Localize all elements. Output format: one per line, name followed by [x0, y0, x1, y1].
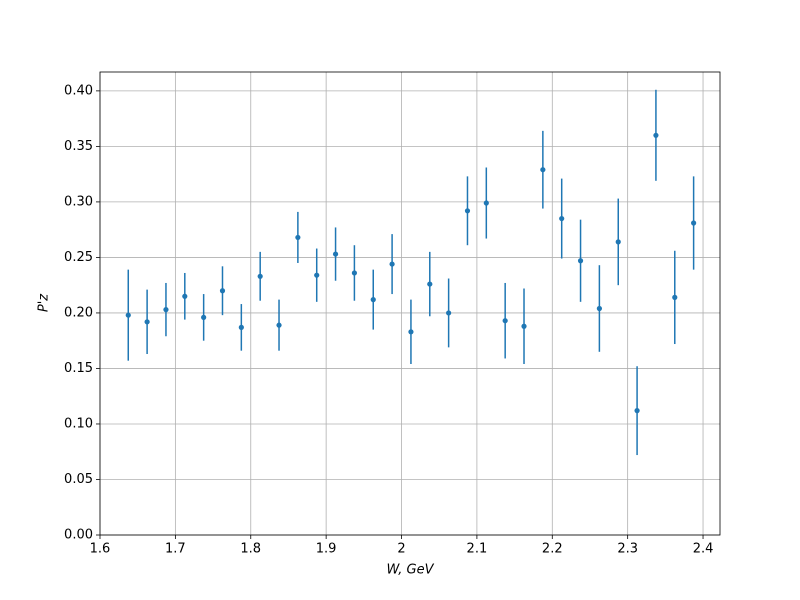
x-tick-label: 2.3 [617, 542, 638, 557]
y-tick-label: 0.25 [64, 250, 93, 265]
data-point [446, 310, 452, 316]
data-point [238, 324, 244, 330]
y-tick-label: 0.15 [64, 361, 93, 376]
y-axis-label: P'z [37, 293, 52, 312]
data-point [163, 307, 169, 313]
x-tick-label: 1.8 [240, 542, 261, 557]
y-tick-label: 0.30 [64, 194, 93, 209]
y-tick-label: 0.20 [64, 305, 93, 320]
x-tick-label: 2.4 [693, 542, 714, 557]
x-axis-label: W, GeV [386, 563, 434, 578]
data-point [295, 234, 301, 241]
data-point [672, 294, 678, 300]
data-point [125, 312, 131, 318]
x-tick-label: 1.6 [90, 542, 111, 557]
data-point [540, 167, 546, 173]
data-point [257, 273, 263, 279]
data-point [691, 220, 697, 226]
data-point [502, 318, 508, 324]
data-point [332, 251, 339, 257]
data-point [653, 132, 659, 138]
data-point [201, 314, 207, 320]
data-point [483, 200, 489, 206]
data-point [577, 258, 584, 264]
data-point [389, 261, 395, 267]
data-point [559, 215, 565, 222]
data-point [634, 408, 640, 414]
data-point [464, 208, 471, 214]
data-point [596, 305, 602, 312]
data-point [351, 270, 358, 276]
data-point [408, 329, 414, 335]
plot-frame [99, 71, 721, 536]
x-tick-label: 1.7 [165, 542, 186, 557]
x-tick-label: 1.9 [316, 542, 337, 557]
data-point [314, 272, 320, 278]
data-point [615, 239, 621, 245]
y-tick-label: 0.40 [64, 83, 93, 98]
data-point [427, 281, 433, 287]
y-tick-label: 0.05 [64, 472, 93, 487]
x-tick-label: 2.1 [467, 542, 488, 557]
data-point [276, 322, 282, 328]
data-point [182, 293, 188, 299]
data-point [521, 323, 527, 329]
x-tick-label: 2 [397, 542, 405, 557]
y-tick-label: 0.10 [64, 416, 93, 431]
y-tick-label: 0.35 [64, 139, 93, 154]
x-tick-label: 2.2 [542, 542, 563, 557]
data-point [144, 319, 150, 325]
y-tick-label: 0.00 [64, 528, 93, 543]
data-point [219, 288, 226, 294]
data-point [370, 297, 376, 303]
